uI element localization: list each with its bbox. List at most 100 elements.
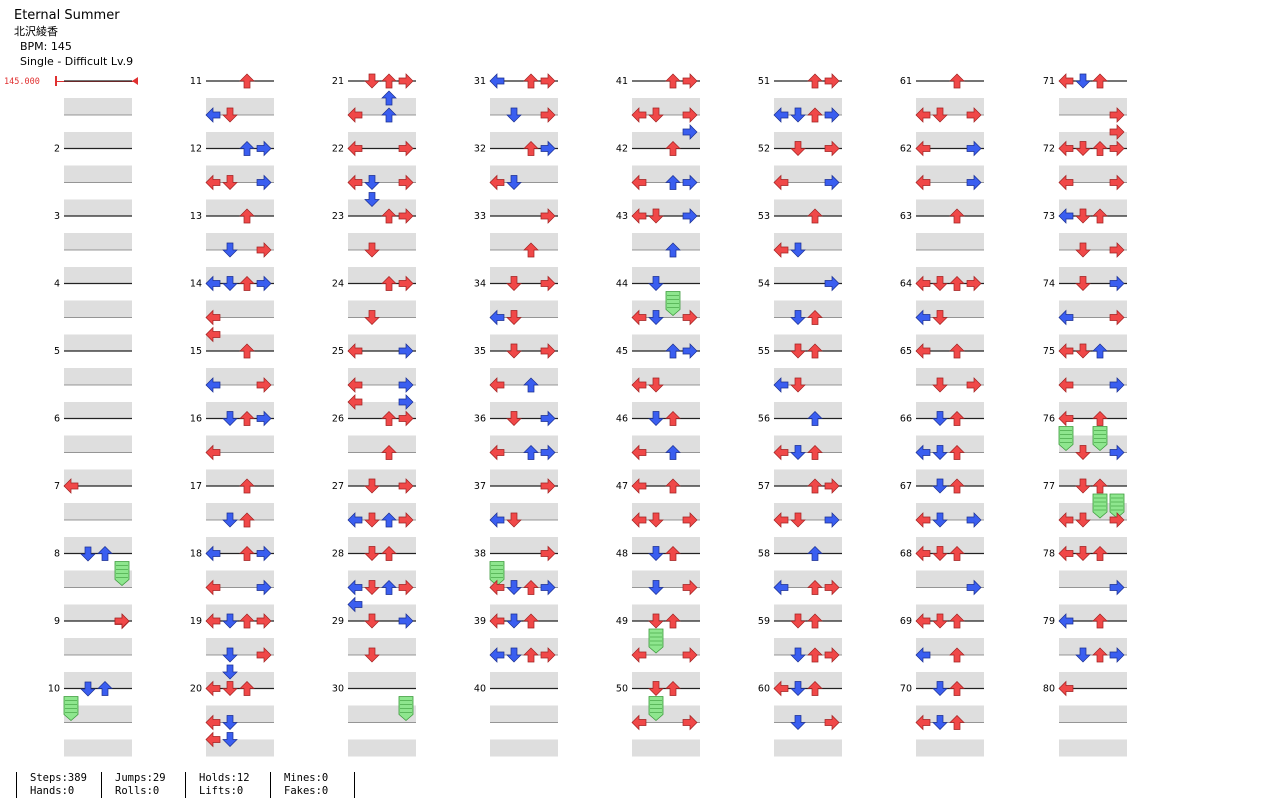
measure-number: 22 [332,144,344,155]
measure-band [632,267,700,284]
measure-band [64,739,132,757]
measure-number: 23 [332,211,344,222]
right-arrow-icon [1109,140,1125,157]
right-arrow-icon [256,275,272,292]
left-arrow-icon [347,579,363,596]
down-arrow-icon [364,73,380,89]
measure-number: 33 [474,211,486,222]
up-arrow-icon [949,478,965,494]
measure-band [632,233,700,250]
measure-band [916,469,984,487]
measure-band [774,165,842,183]
measure-band [774,537,842,554]
measure-number: 66 [900,414,912,425]
left-arrow-icon [1058,613,1074,629]
up-arrow-icon [949,208,965,224]
left-arrow-icon [915,613,931,629]
measure-band [774,402,842,419]
measure-number: 74 [1043,279,1055,290]
down-arrow-icon [506,343,522,359]
measure-number: 46 [616,414,628,425]
right-arrow-icon [824,714,840,731]
left-arrow-icon [915,275,931,292]
down-arrow-icon [80,681,96,697]
left-arrow-icon [1058,680,1074,697]
down-arrow-icon [506,107,522,123]
right-arrow-icon [540,545,556,562]
measure-band [1059,165,1127,183]
down-arrow-icon [364,647,380,663]
measure-band [916,570,984,588]
up-arrow-icon [523,647,539,663]
measure-band [206,402,274,419]
down-arrow-icon [506,175,522,190]
down-arrow-icon [364,546,380,561]
up-arrow-icon [807,681,823,696]
right-arrow-icon [682,73,698,89]
measure-band [774,199,842,217]
up-arrow-icon [665,445,681,460]
right-arrow-icon [398,275,414,292]
left-arrow-icon [205,714,221,731]
down-arrow-icon [932,411,948,426]
up-arrow-icon [949,715,965,730]
right-arrow-icon [256,579,272,596]
right-arrow-icon [256,140,272,157]
right-arrow-icon [256,613,272,629]
left-arrow-icon [205,107,221,123]
left-arrow-icon [1058,208,1074,224]
measure-band [774,233,842,250]
measure-band [774,503,842,520]
up-arrow-icon [665,613,681,629]
up-arrow-icon [949,411,965,426]
measure-band [1059,469,1127,487]
down-arrow-icon [932,377,948,393]
right-arrow-icon [540,410,556,427]
left-arrow-icon [915,343,931,359]
down-arrow-icon [506,276,522,291]
song-header: Eternal Summer 北沢綾香 BPM: 145 Single - Di… [14,8,133,69]
lifts-count: Lifts:0 [199,785,244,797]
down-arrow-icon [932,276,948,291]
left-arrow-icon [631,444,647,461]
measure-band [774,368,842,385]
down-arrow-icon [1075,647,1091,663]
right-arrow-icon [1109,579,1125,596]
measure-band [490,98,558,115]
right-arrow-icon [1109,124,1125,140]
left-arrow-icon [205,680,221,697]
measure-band [632,503,700,520]
measure-band [632,334,700,352]
right-arrow-icon [682,174,698,191]
measure-band [490,199,558,217]
right-arrow-icon [824,275,840,292]
measure-band [916,233,984,250]
up-arrow-icon [665,73,681,89]
song-bpm: BPM: 145 [20,40,72,53]
up-arrow-icon [239,613,255,629]
measure-band [774,739,842,757]
measure-band [1059,739,1127,757]
chart-difficulty: Single - Difficult Lv.9 [20,55,134,68]
right-arrow-icon [1109,377,1125,393]
stats-col-jumps: Jumps:29 Rolls:0 [101,772,187,798]
left-arrow-icon [489,377,505,393]
measure-number: 39 [474,616,486,627]
down-arrow-icon [648,310,664,325]
measure-number: 44 [616,279,628,290]
measure-band [490,739,558,757]
left-arrow-icon [631,714,647,731]
right-arrow-icon [1109,174,1125,191]
down-arrow-icon [932,107,948,123]
up-arrow-icon [1092,343,1108,359]
down-arrow-icon [222,242,238,258]
left-arrow-icon [915,107,931,123]
up-arrow-icon [1092,141,1108,156]
measure-band [348,267,416,284]
measure-number: 58 [758,549,770,560]
left-arrow-icon [205,613,221,629]
up-arrow-icon [1092,546,1108,561]
measure-band [206,165,274,183]
measure-number: 32 [474,144,486,155]
up-arrow-icon [381,512,397,528]
